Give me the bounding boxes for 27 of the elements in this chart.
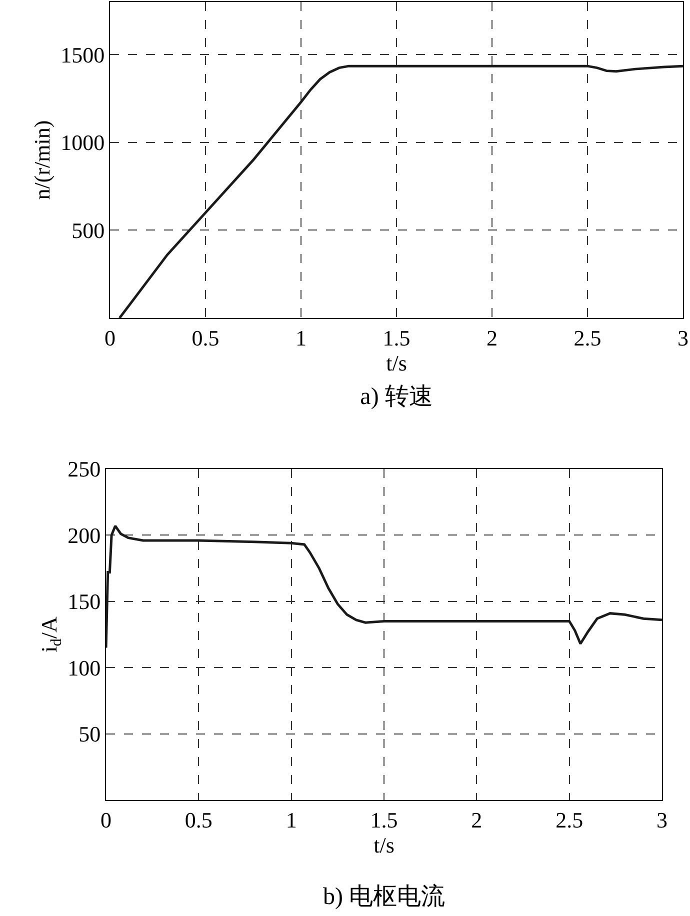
y-tick-label: 100	[68, 655, 101, 680]
x-tick-label: 1.5	[370, 807, 398, 832]
x-tick-label: 1	[286, 807, 297, 832]
x-tick-label: 2	[486, 325, 498, 350]
y-tick-label: 1500	[60, 42, 105, 68]
x-tick-label: 2	[471, 807, 482, 832]
x-tick-label: 2.5	[556, 807, 584, 832]
x-tick-label: 3	[678, 325, 688, 350]
text: a) 转速	[359, 383, 434, 412]
x-axis-title: t/s	[374, 832, 394, 858]
x-tick-label: 3	[656, 807, 668, 832]
y-tick-label: 150	[68, 589, 101, 614]
x-tick-label: 0	[100, 807, 112, 832]
x-tick-label: 1.5	[382, 325, 410, 350]
y-tick-label: 1000	[60, 130, 105, 156]
x-tick-label: 0	[104, 325, 116, 350]
x-tick-label: 2.5	[574, 325, 602, 350]
text: b) 电枢电流	[322, 882, 446, 912]
x-tick-label: 0.5	[184, 807, 212, 832]
x-axis-title: t/s	[386, 350, 407, 376]
y-axis-title: n/(r/min)	[29, 120, 54, 200]
y-tick-label: 250	[68, 456, 101, 482]
y-tick-label: 50	[78, 722, 101, 746]
x-tick-label: 0.5	[192, 325, 220, 350]
x-tick-label: 1	[296, 325, 306, 350]
y-tick-label: 200	[68, 522, 101, 548]
y-tick-label: 500	[72, 218, 105, 243]
